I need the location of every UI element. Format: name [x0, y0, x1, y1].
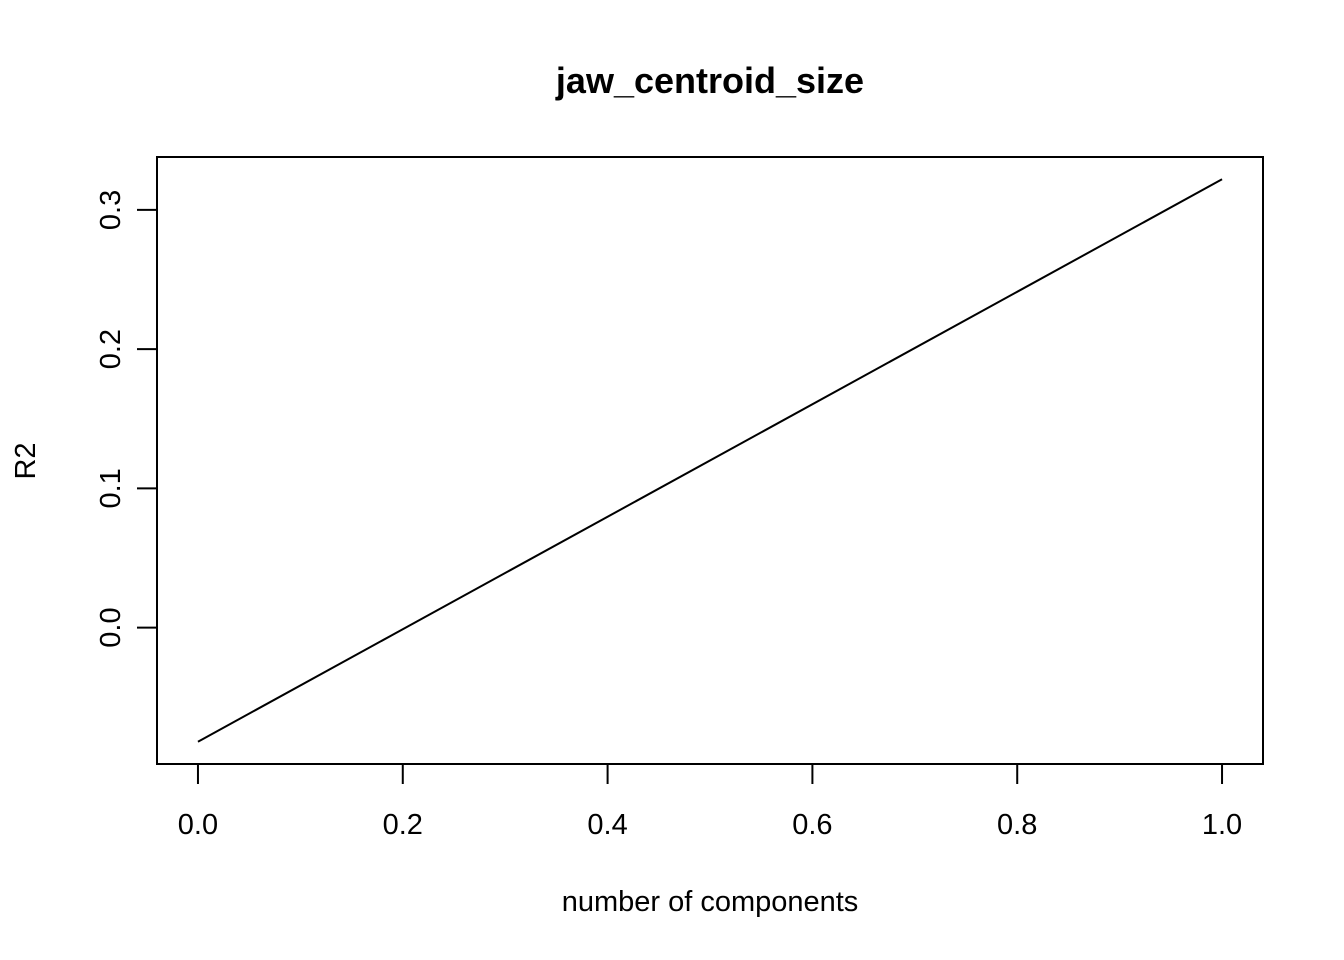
x-axis: 0.0 0.2 0.4 0.6 0.8 1.0 — [178, 764, 1242, 841]
x-tick-label: 0.0 — [178, 809, 218, 841]
x-tick-label: 0.8 — [997, 809, 1037, 841]
y-axis: 0.0 0.1 0.2 0.3 — [95, 190, 157, 648]
y-tick-label: 0.2 — [95, 329, 127, 369]
x-tick-label: 0.6 — [792, 809, 832, 841]
x-tick-label: 1.0 — [1202, 809, 1242, 841]
plot-frame — [156, 156, 1264, 765]
y-tick-label: 0.3 — [95, 190, 127, 230]
x-tick-label: 0.4 — [587, 809, 627, 841]
series-line — [197, 178, 1223, 743]
y-tick-label: 0.0 — [95, 607, 127, 647]
y-tick-label: 0.1 — [95, 468, 127, 508]
chart-title: jaw_centroid_size — [555, 60, 864, 101]
x-tick-label: 0.2 — [383, 809, 423, 841]
y-axis-label: R2 — [10, 442, 42, 479]
x-axis-label: number of components — [562, 886, 859, 918]
series-layer — [197, 178, 1223, 743]
